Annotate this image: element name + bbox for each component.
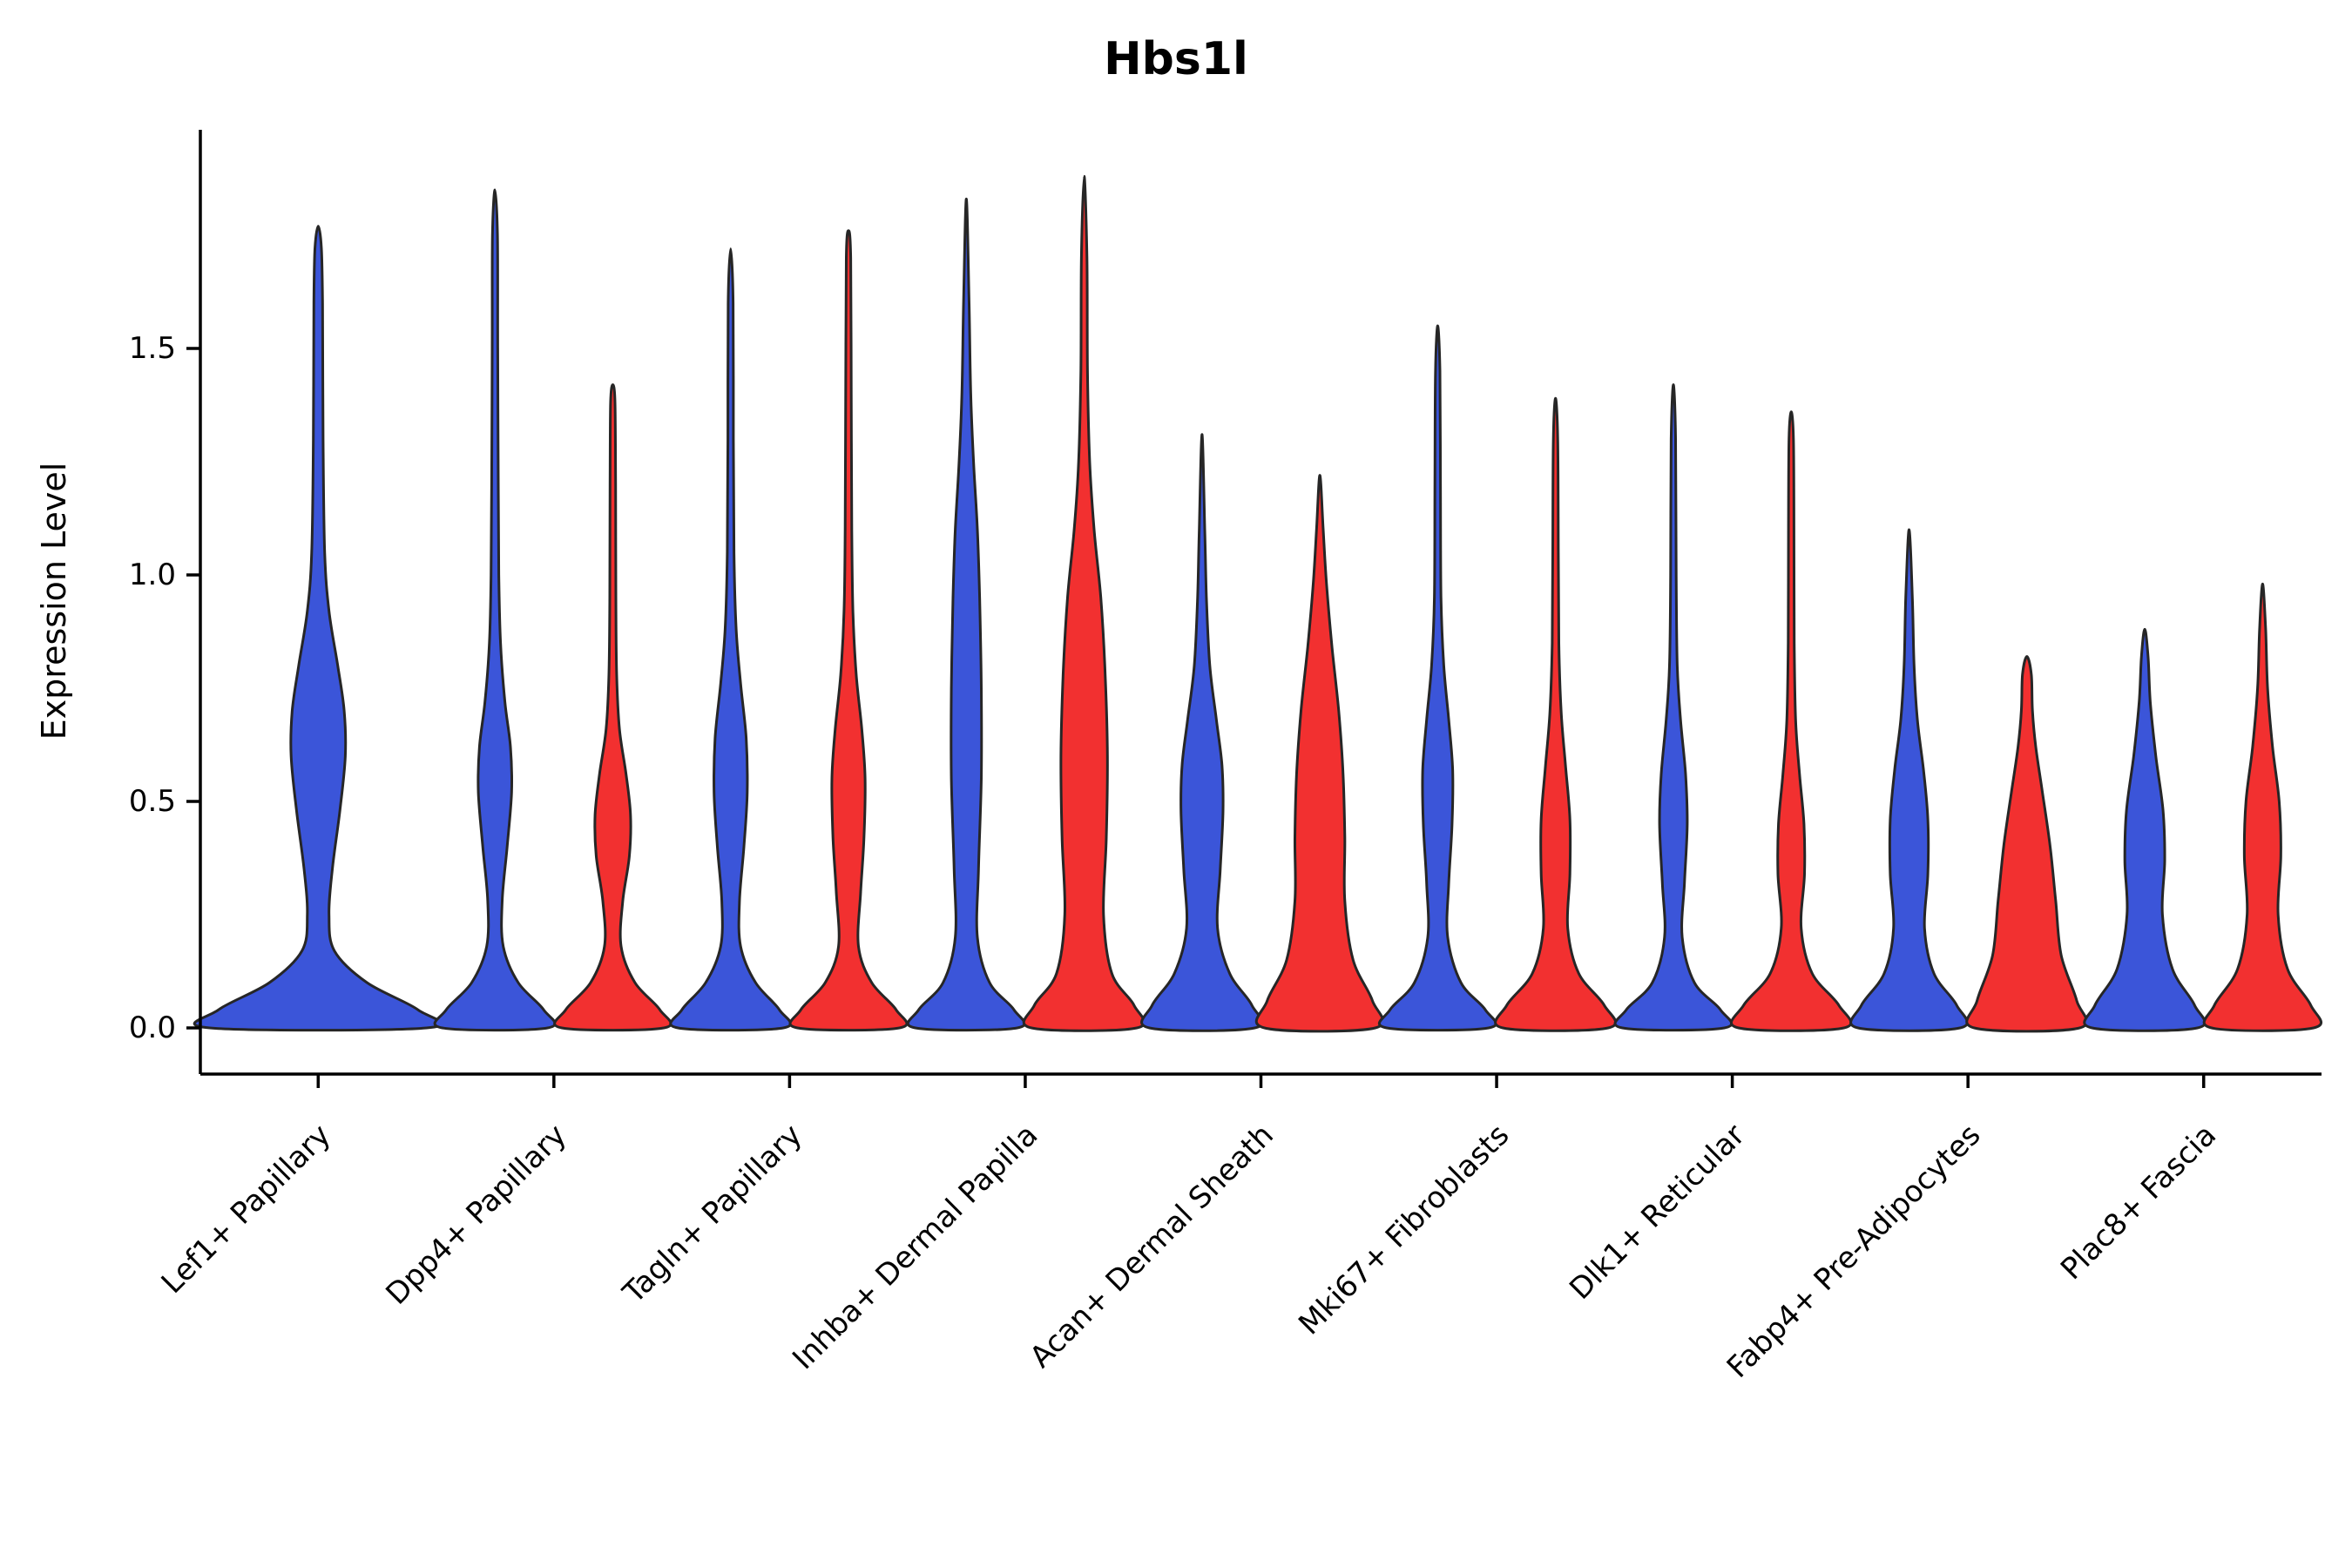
y-tick-label-3: 1.5 [129,331,176,366]
violin-group1-2 [669,247,793,1032]
x-category-label-3: Inhba+ Dermal Papilla [786,1118,1044,1376]
violin-group1-6 [1613,383,1734,1032]
x-category-label-8: Plac8+ Fascia [2054,1118,2223,1287]
violin-group2-5 [1494,396,1618,1032]
violin-group2-4 [1254,474,1385,1033]
x-category-label-7: Fabp4+ Pre-Adipocytes [1720,1118,1988,1385]
violin-group2-1 [553,383,672,1032]
y-tick-label-1: 0.5 [129,784,176,819]
y-tick-label-0: 0.0 [129,1010,176,1045]
violin-group1-1 [433,188,557,1032]
violin-group2-7 [1965,655,2089,1033]
violin-group2-3 [1022,174,1146,1032]
violin-group1-4 [1140,433,1264,1032]
y-tick-label-2: 1.0 [129,558,176,592]
violin-group1-7 [1849,528,1969,1032]
x-category-label-0: Lef1+ Papillary [155,1118,338,1301]
violin-group1-5 [1377,324,1497,1032]
violin-group2-6 [1730,410,1853,1032]
x-category-label-4: Acan+ Dermal Sheath [1024,1118,1281,1375]
x-category-label-2: Tagln+ Papillary [616,1118,809,1311]
x-category-label-5: Mki67+ Fibroblasts [1292,1118,1516,1342]
violin-group1-8 [2083,627,2207,1032]
violin-group2-2 [788,229,909,1032]
violin-group1-0 [193,225,443,1032]
x-category-label-6: Dlk1+ Reticular [1563,1118,1752,1307]
violin-group2-8 [2202,582,2322,1032]
violin-group1-3 [906,197,1026,1032]
chart-title: Hbs1l [1104,33,1248,85]
x-category-label-1: Dpp4+ Papillary [379,1118,573,1312]
